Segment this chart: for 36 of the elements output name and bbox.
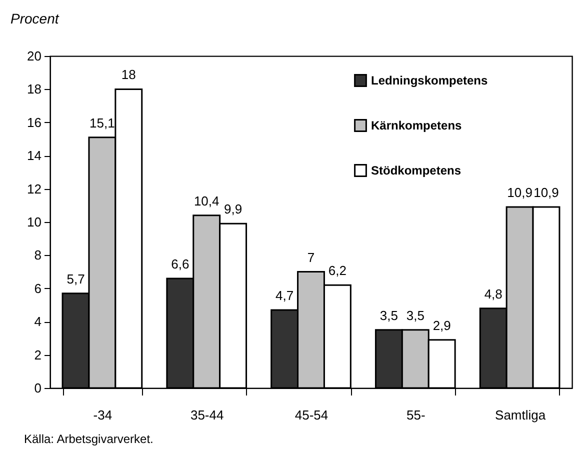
legend-label: Kärnkompetens — [371, 118, 462, 132]
x-tick-label: 45-54 — [294, 408, 328, 422]
y-axis-title: Procent — [10, 10, 60, 26]
x-tick-label: 55- — [406, 408, 426, 422]
y-tick-label: 6 — [34, 280, 42, 296]
x-tick-label: -34 — [93, 408, 112, 422]
y-tick-label: 10 — [27, 214, 42, 230]
data-label: 4,8 — [484, 286, 502, 302]
y-tick-label: 20 — [27, 48, 42, 64]
data-label: 4,7 — [276, 288, 294, 303]
data-label: 3,5 — [380, 308, 398, 323]
data-label: 10,9 — [507, 185, 532, 200]
data-label: 10,4 — [194, 193, 220, 208]
data-label: 2,9 — [432, 318, 451, 333]
legend-label: Stödkompetens — [371, 164, 462, 178]
y-tick-label: 18 — [27, 82, 42, 97]
data-label: 6,2 — [328, 263, 346, 278]
y-tick-label: 0 — [34, 380, 42, 396]
data-label: 7 — [307, 250, 315, 265]
y-tick-label: 14 — [27, 148, 42, 164]
y-tick-label: 16 — [27, 114, 42, 130]
y-tick-label: 4 — [34, 314, 42, 330]
data-label: 15,1 — [90, 115, 115, 130]
data-label: 3,5 — [406, 308, 424, 323]
data-label: 6,6 — [171, 256, 190, 272]
y-tick-label: 2 — [34, 347, 42, 362]
y-tick-label: 12 — [27, 181, 42, 196]
data-label: 9,9 — [224, 202, 242, 217]
data-label: 10,9 — [534, 185, 559, 200]
x-tick-label: Samtliga — [495, 408, 546, 422]
data-label: 18 — [121, 67, 136, 82]
legend-label: Ledningskompetens — [371, 74, 488, 88]
text: Källa: Arbetsgivarverket. — [24, 432, 154, 446]
data-label: 5,7 — [66, 271, 85, 286]
y-tick-label: 8 — [34, 248, 42, 263]
x-tick-label: 35-44 — [190, 408, 224, 422]
